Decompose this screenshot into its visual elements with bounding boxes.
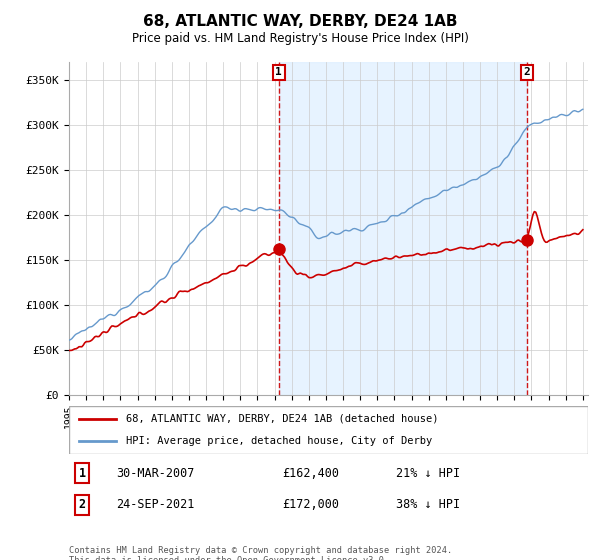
Text: 2: 2 <box>523 67 530 77</box>
Text: £162,400: £162,400 <box>282 466 339 480</box>
Text: 24-SEP-2021: 24-SEP-2021 <box>116 498 194 511</box>
Text: 38% ↓ HPI: 38% ↓ HPI <box>396 498 460 511</box>
Text: 68, ATLANTIC WAY, DERBY, DE24 1AB (detached house): 68, ATLANTIC WAY, DERBY, DE24 1AB (detac… <box>126 414 439 424</box>
Text: 1: 1 <box>275 67 282 77</box>
Text: £172,000: £172,000 <box>282 498 339 511</box>
Text: 30-MAR-2007: 30-MAR-2007 <box>116 466 194 480</box>
Text: 1: 1 <box>79 466 86 480</box>
Text: Contains HM Land Registry data © Crown copyright and database right 2024.
This d: Contains HM Land Registry data © Crown c… <box>69 546 452 560</box>
Text: 68, ATLANTIC WAY, DERBY, DE24 1AB: 68, ATLANTIC WAY, DERBY, DE24 1AB <box>143 14 457 29</box>
FancyBboxPatch shape <box>69 406 588 454</box>
Text: 2: 2 <box>79 498 86 511</box>
Text: HPI: Average price, detached house, City of Derby: HPI: Average price, detached house, City… <box>126 436 433 446</box>
Text: 21% ↓ HPI: 21% ↓ HPI <box>396 466 460 480</box>
Text: Price paid vs. HM Land Registry's House Price Index (HPI): Price paid vs. HM Land Registry's House … <box>131 32 469 45</box>
